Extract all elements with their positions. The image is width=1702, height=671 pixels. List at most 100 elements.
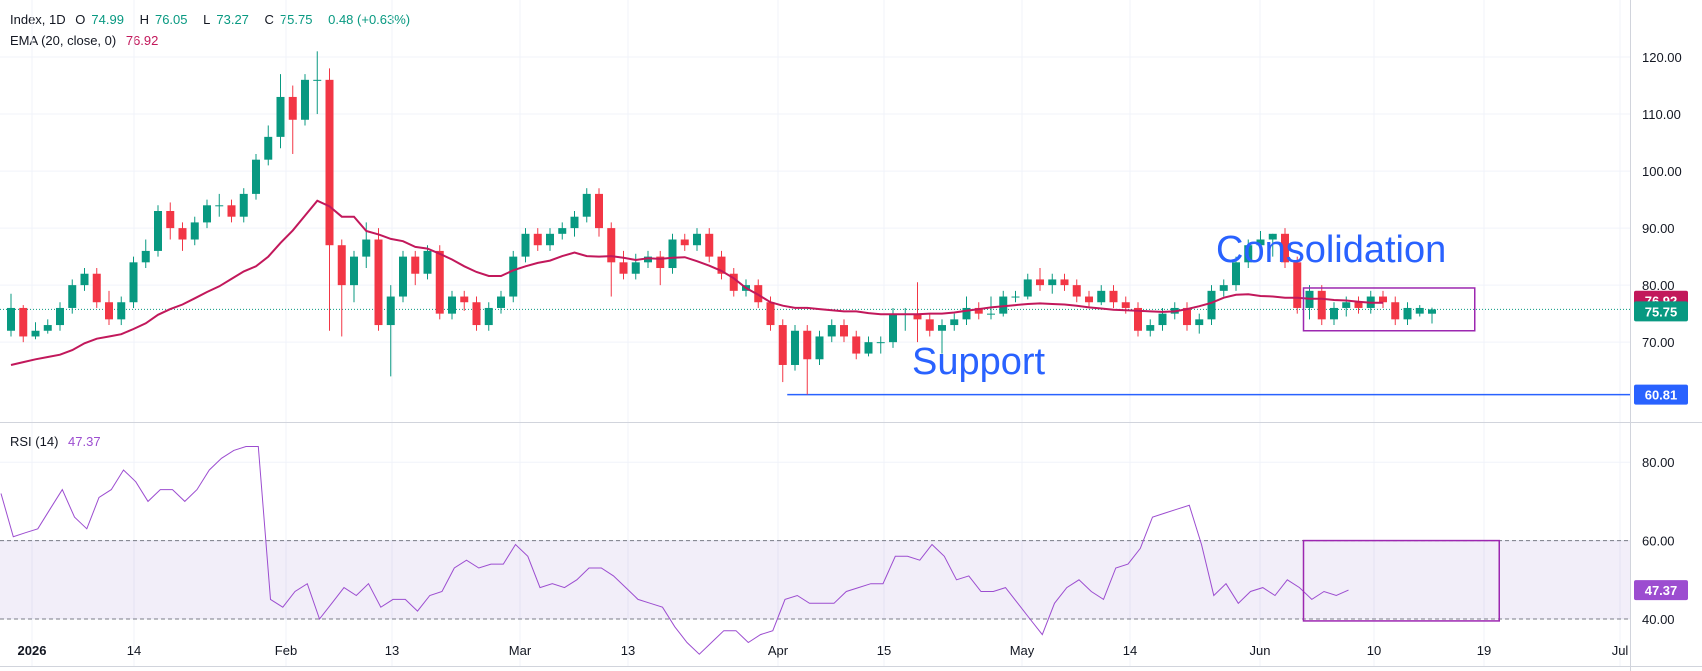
candle-body xyxy=(1158,313,1167,326)
x-tick-label: 2026 xyxy=(18,643,47,658)
y-tick-label: 90.00 xyxy=(1642,221,1675,236)
legend-rsi: RSI (14) 47.37 xyxy=(10,434,107,449)
candle-body xyxy=(264,136,273,160)
candle-body xyxy=(154,211,162,251)
x-tick-label: 14 xyxy=(127,643,141,658)
ema-label: EMA (20, close, 0) xyxy=(10,33,117,48)
candle-body xyxy=(43,325,52,331)
candle-body xyxy=(766,302,775,326)
ema-line xyxy=(10,199,1384,366)
candle-body xyxy=(7,307,15,331)
candle-body xyxy=(1379,296,1387,303)
close-price-tag-bg xyxy=(1634,301,1688,322)
candle-body xyxy=(129,262,138,303)
y-tick-label: 80.00 xyxy=(1642,278,1675,293)
x-tick-label: May xyxy=(1010,643,1035,658)
rsi-value: 47.37 xyxy=(68,434,101,449)
candle-body xyxy=(117,302,126,320)
candle-body xyxy=(1403,307,1412,320)
support-price-tag: 60.81 xyxy=(1645,388,1678,403)
x-tick-label: 14 xyxy=(1123,643,1137,658)
candle-body xyxy=(729,273,738,291)
candle-body xyxy=(656,256,665,269)
candle-body xyxy=(1317,290,1326,320)
candle-body xyxy=(705,233,714,257)
x-tick-label: Jul xyxy=(1612,643,1629,658)
candle-body xyxy=(276,96,285,137)
close-price-tag: 75.75 xyxy=(1645,304,1678,319)
candle-body xyxy=(337,245,346,286)
candle-body xyxy=(1036,279,1044,286)
candle-body xyxy=(693,233,701,246)
candle-body xyxy=(105,302,113,320)
candle-body xyxy=(56,307,64,326)
candle-body xyxy=(1415,307,1424,314)
y-tick-label: 70.00 xyxy=(1642,335,1675,350)
support-price-tag-bg xyxy=(1634,384,1688,405)
candle-body xyxy=(533,233,542,246)
candle-body xyxy=(938,325,946,331)
candle-body xyxy=(1109,290,1118,303)
candle-body xyxy=(239,193,248,217)
candle-body xyxy=(203,205,211,223)
candle-body xyxy=(68,285,77,308)
candle-body xyxy=(778,325,787,365)
candle-body xyxy=(288,96,297,120)
ohlc-open: O 74.99 xyxy=(75,12,124,27)
candle-body xyxy=(374,239,383,326)
x-tick-label: Mar xyxy=(509,643,532,658)
candle-body xyxy=(852,336,861,354)
candle-body xyxy=(1134,307,1142,331)
candle-body xyxy=(570,216,579,229)
x-tick-label: 13 xyxy=(621,643,635,658)
y-tick-label: 120.00 xyxy=(1642,50,1682,65)
candle-body xyxy=(791,330,799,365)
candle-body xyxy=(411,256,420,274)
x-tick-label: Feb xyxy=(275,643,297,658)
candle-body xyxy=(215,205,224,207)
candle-body xyxy=(472,302,481,326)
x-tick-label: 10 xyxy=(1367,643,1381,658)
y-tick-label: 100.00 xyxy=(1642,164,1682,179)
rsi-label: RSI (14) xyxy=(10,434,59,449)
candle-body xyxy=(386,296,395,326)
candle-body xyxy=(962,307,971,320)
candle-body xyxy=(325,79,334,246)
candle-body xyxy=(435,250,444,314)
candle-body xyxy=(1207,290,1216,320)
candle-body xyxy=(497,296,505,308)
candle-body xyxy=(974,307,983,314)
candle-body xyxy=(815,336,824,360)
annotation-consolidation: Consolidation xyxy=(1216,229,1446,271)
candle-body xyxy=(889,313,897,343)
change-value: 0.48 (+0.63%) xyxy=(328,12,411,27)
candle-body xyxy=(619,262,628,274)
ohlc-close: C 75.75 xyxy=(264,12,313,27)
candle-body xyxy=(313,79,322,81)
candle-body xyxy=(1195,319,1204,326)
candle-body xyxy=(717,256,726,274)
candle-body xyxy=(1097,290,1106,303)
candle-body xyxy=(913,313,922,320)
candle-body xyxy=(350,256,358,286)
candle-body xyxy=(803,330,812,360)
candle-body xyxy=(227,205,236,217)
candle-body xyxy=(1072,285,1081,297)
candle-body xyxy=(1330,307,1338,320)
rsi-y-tick-label: 80.00 xyxy=(1642,455,1675,470)
candle-body xyxy=(607,228,616,263)
candle-body xyxy=(423,250,432,274)
candle-body xyxy=(1183,307,1191,326)
candle-body xyxy=(864,342,873,354)
x-tick-label: 19 xyxy=(1477,643,1491,658)
candle-body xyxy=(1268,233,1277,240)
candle-body xyxy=(1232,262,1240,286)
candle-body xyxy=(166,211,175,229)
candle-body xyxy=(1428,309,1436,314)
ohlc-low: L 73.27 xyxy=(203,12,249,27)
candle-body xyxy=(1085,296,1093,303)
candle-body xyxy=(644,256,652,263)
candle-body xyxy=(178,228,187,240)
candle-body xyxy=(484,307,493,326)
